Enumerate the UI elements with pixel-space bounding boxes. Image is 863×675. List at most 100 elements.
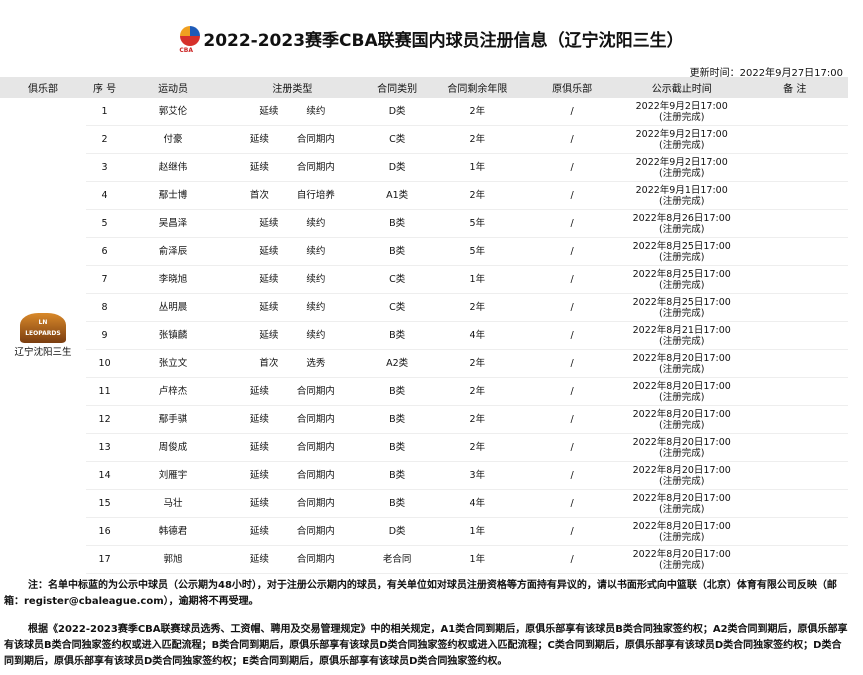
reg-type-cell: 延续 续约 [222,321,362,350]
former-club: / [570,554,574,565]
reg-type: 延续 [249,134,269,145]
seq: 7 [101,274,108,285]
player-cell: 丛明晨 [123,293,223,322]
reg-type-cell: 延续 续约 [222,209,362,238]
contract-class: C类 [389,302,406,313]
player-name: 李晓旭 [158,274,188,285]
contract-class-cell: C类 [361,293,433,322]
contract-class: A1类 [386,190,409,201]
reg-type: 首次 [249,190,269,201]
years-cell: 1年 [432,545,523,574]
deadline-cell: 2022年8月20日17:00 (注册完成) [621,489,742,518]
reg-subtype: 续约 [306,274,326,285]
reg-type-cell: 延续 合同期内 [222,377,362,406]
reg-type-cell: 延续 合同期内 [222,517,362,546]
player-name: 周俊成 [158,442,188,453]
deadline-cell: 2022年8月20日17:00 (注册完成) [621,377,742,406]
deadline: 2022年8月25日17:00 [632,296,731,308]
former-club: / [570,498,574,509]
reg-subtype: 合同期内 [296,414,335,425]
years-cell: 2年 [432,349,523,378]
table-row: 2 付豪 延续 合同期内 C类 2年 / 2022年9月2日17:00 (注册完成) [0,125,848,154]
table-row: 17 郭旭 延续 合同期内 老合同 1年 / 2022年8月20日17:00 (注册完成) [0,545,848,574]
player-cell: 鄢手骐 [123,405,223,434]
remark-cell [741,237,848,266]
reg-type: 延续 [259,274,279,285]
former-club: / [570,162,574,173]
seq: 13 [98,442,111,453]
table-row: 16 韩德君 延续 合同期内 D类 1年 / 2022年8月20日17:00 (注册完成) [0,517,848,546]
table-row: 7 李晓旭 延续 续约 C类 1年 / 2022年8月25日17:00 (注册完成) [0,265,848,294]
seq-cell: 14 [85,461,124,490]
reg-subtype: 续约 [306,302,326,313]
former-club-cell: / [522,237,622,266]
table-row: 12 鄢手骐 延续 合同期内 B类 2年 / 2022年8月20日17:00 (注册完成) [0,405,848,434]
seq: 16 [98,526,111,537]
player-name: 张镇麟 [158,330,188,341]
reg-subtype: 选秀 [306,358,326,369]
reg-type: 首次 [259,358,279,369]
seq-cell: 10 [85,349,124,378]
deadline: 2022年8月20日17:00 [632,352,731,364]
contract-class-cell: B类 [361,433,433,462]
player-cell: 郭旭 [123,545,223,574]
remaining-years: 4年 [469,498,486,509]
column-header: 运动员 [123,77,223,98]
reg-type-cell: 延续 合同期内 [222,405,362,434]
remaining-years: 2年 [469,190,486,201]
status: (注册完成) [658,279,705,291]
remaining-years: 1年 [469,274,486,285]
reg-subtype: 自行培养 [296,190,335,201]
seq: 9 [101,330,108,341]
deadline: 2022年8月25日17:00 [632,240,731,252]
deadline-cell: 2022年8月21日17:00 (注册完成) [621,321,742,350]
contract-class-cell: A2类 [361,349,433,378]
player-cell: 张立文 [123,349,223,378]
contract-class: C类 [389,134,406,145]
player-cell: 韩德君 [123,517,223,546]
status: (注册完成) [658,139,705,151]
player-cell: 吴昌泽 [123,209,223,238]
seq-cell: 6 [85,237,124,266]
reg-type-cell: 延续 续约 [222,293,362,322]
status: (注册完成) [658,391,705,403]
reg-type-cell: 延续 合同期内 [222,433,362,462]
seq: 14 [98,470,111,481]
remark-cell [741,461,848,490]
seq: 17 [98,554,111,565]
former-club: / [570,218,574,229]
column-header: 合同类别 [361,77,433,98]
seq-cell: 5 [85,209,124,238]
contract-class: A2类 [386,358,409,369]
years-cell: 4年 [432,489,523,518]
former-club: / [570,190,574,201]
contract-class: B类 [389,246,406,257]
player-cell: 马壮 [123,489,223,518]
reg-type: 延续 [249,554,269,565]
club-name: 辽宁沈阳三生 [14,347,72,359]
remark-cell [741,125,848,154]
column-header: 注册类型 [222,77,362,98]
remark-cell [741,153,848,182]
former-club: / [570,386,574,397]
table-row: 3 赵继伟 延续 合同期内 D类 1年 / 2022年9月2日17:00 (注册完成) [0,153,848,182]
contract-class-cell: D类 [361,153,433,182]
contract-class-cell: D类 [361,98,433,126]
seq: 4 [101,190,108,201]
table-header: 俱乐部序 号运动员 注册类型 合同类别 合同剩余年限 原俱乐部 公示截止时间备 注 [0,77,848,98]
status: (注册完成) [658,111,705,123]
seq-cell: 12 [85,405,124,434]
reg-type-cell: 首次 自行培养 [222,181,362,210]
deadline: 2022年8月20日17:00 [632,520,731,532]
player-name: 卢梓杰 [158,386,188,397]
player-cell: 李晓旭 [123,265,223,294]
reg-type-cell: 延续 续约 [222,265,362,294]
reg-subtype: 续约 [306,106,326,117]
deadline: 2022年8月20日17:00 [632,464,731,476]
contract-class-cell: B类 [361,489,433,518]
seq-cell: 15 [85,489,124,518]
player-name: 郭旭 [163,554,183,565]
reg-type: 延续 [249,162,269,173]
table-row: 5 吴昌泽 延续 续约 B类 5年 / 2022年8月26日17:00 (注册完成) [0,209,848,238]
player-name: 刘雁宇 [158,470,188,481]
